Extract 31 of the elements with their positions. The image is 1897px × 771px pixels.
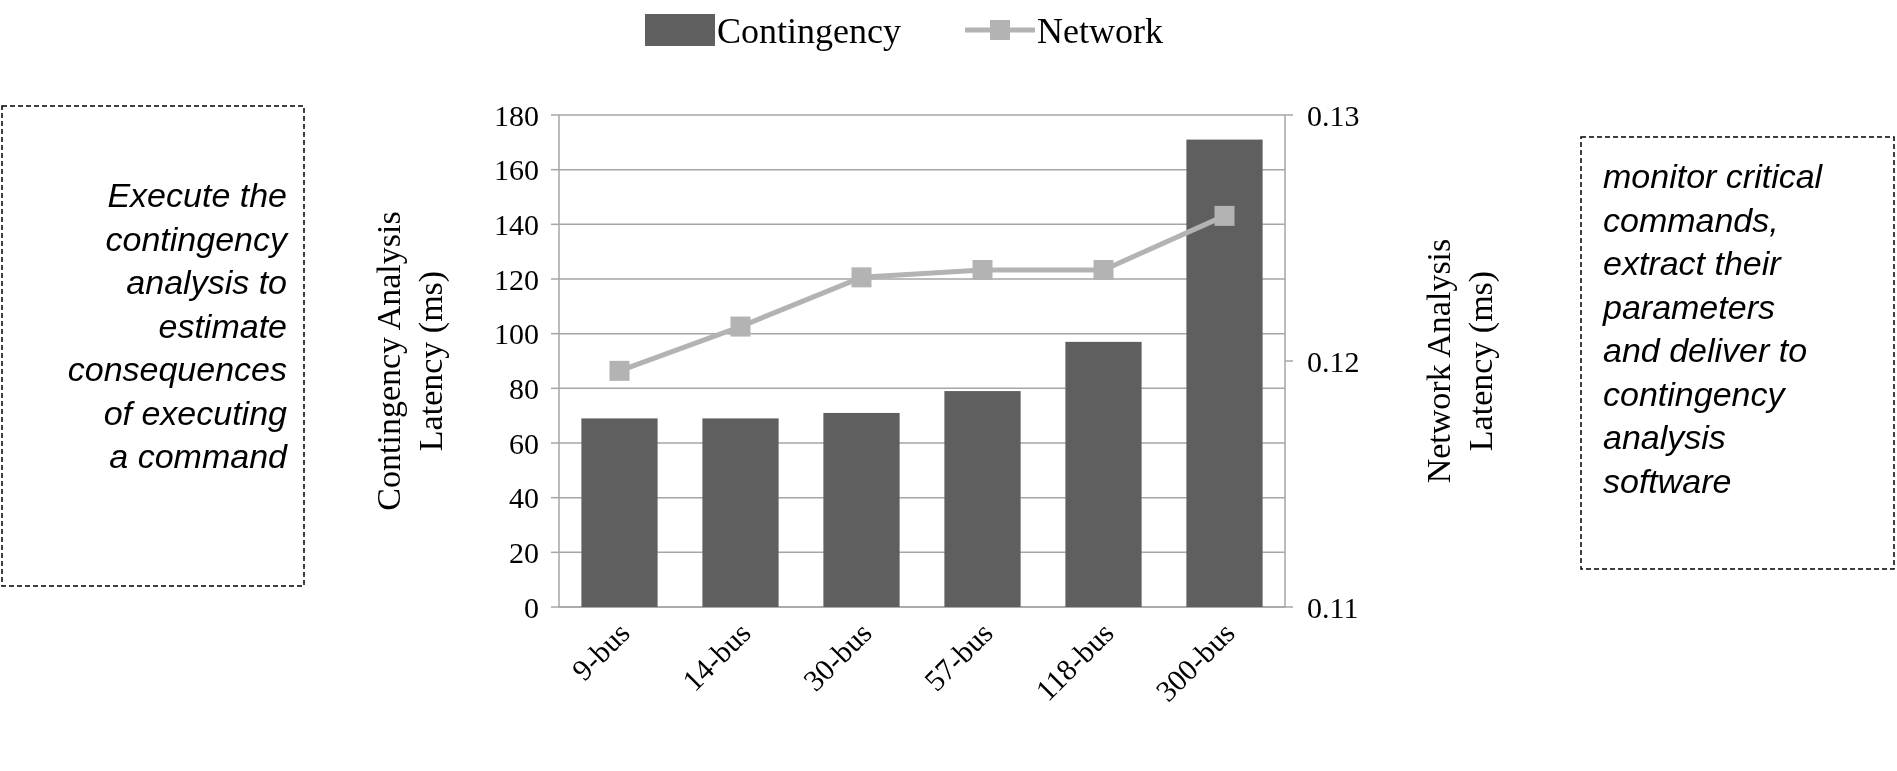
- y-tick-label: 100: [494, 317, 539, 351]
- y-tick-label: 120: [494, 262, 539, 296]
- point: [1093, 259, 1114, 280]
- legend-label: Contingency: [717, 10, 901, 51]
- y-axis-title: Contingency Analysis Latency (ms): [370, 211, 450, 511]
- y-tick-label: 0: [524, 590, 539, 624]
- point: [609, 360, 630, 381]
- y-tick-label: 20: [509, 535, 539, 569]
- bar: [944, 391, 1021, 607]
- y-tick-label: 40: [509, 481, 539, 515]
- text: monitor critical commands, extract their parameters and deliver to contingency analysis software: [1602, 157, 1824, 500]
- point: [972, 259, 993, 280]
- point: [730, 316, 751, 337]
- bar: [702, 418, 779, 607]
- y-tick-label: 80: [509, 371, 539, 405]
- legend-label: Network: [1037, 10, 1163, 51]
- bar: [1186, 139, 1263, 607]
- y-tick-label: 140: [494, 207, 539, 241]
- text: Execute the contingency analysis to estimate consequences of executing a command: [67, 176, 289, 475]
- bar: [823, 412, 900, 607]
- y2-tick-label: 0.13: [1307, 98, 1360, 132]
- y-tick-label: 180: [494, 98, 539, 132]
- y2-tick-label: 0.12: [1307, 344, 1360, 378]
- y2-axis-title: Network Analysis Latency (ms): [1420, 238, 1500, 484]
- bar: [581, 418, 658, 607]
- point: [1214, 205, 1235, 226]
- y-tick-label: 160: [494, 153, 539, 187]
- point: [851, 267, 872, 288]
- y-tick-label: 60: [509, 426, 539, 460]
- y2-tick-label: 0.11: [1307, 590, 1359, 624]
- bar: [1065, 341, 1142, 607]
